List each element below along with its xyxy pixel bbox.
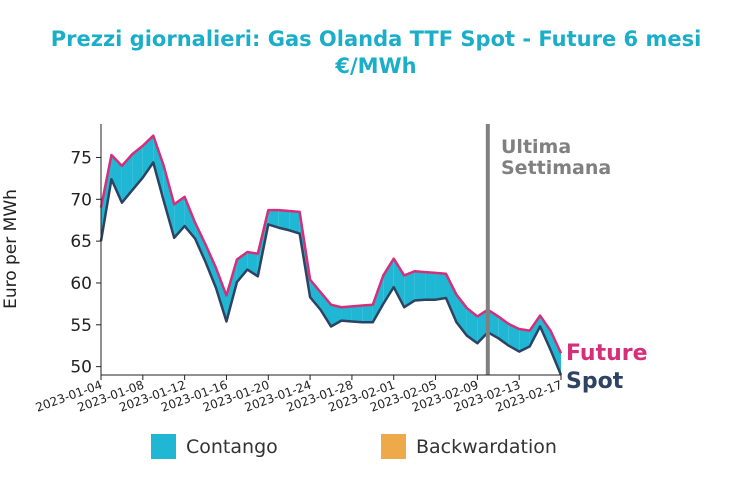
spread-segment <box>142 135 154 178</box>
spread-segment <box>446 273 457 323</box>
legend-swatch-backwardation <box>381 434 406 459</box>
series-line-spot <box>99 161 563 376</box>
spread-areas <box>101 135 561 375</box>
y-tick-label: 60 <box>70 274 92 294</box>
spread-segment <box>498 316 509 346</box>
spread-segment <box>393 258 405 308</box>
series-lines <box>99 134 563 376</box>
spread-segment <box>289 211 300 234</box>
spread-segment <box>205 244 216 288</box>
y-tick-label: 75 <box>70 148 92 168</box>
spread-segment <box>320 292 331 327</box>
spread-segment <box>278 210 290 231</box>
y-axis: 50 55 60 65 70 75 <box>70 124 102 378</box>
spread-segment <box>153 135 164 201</box>
y-axis-label: Euro per MWh <box>1 189 21 309</box>
legend: Contango Backwardation <box>151 434 557 459</box>
y-tick-label: 70 <box>70 190 92 210</box>
spread-segment <box>487 309 499 339</box>
spread-segment <box>508 323 520 352</box>
spread-segment <box>414 271 426 301</box>
x-axis: 2023-01-042023-01-082023-01-122023-01-16… <box>34 374 564 415</box>
spread-segment <box>341 306 352 322</box>
spread-segment <box>404 271 415 308</box>
spread-segment <box>163 165 175 238</box>
future-series-label: Future <box>566 341 648 366</box>
spread-segment <box>310 279 321 310</box>
spread-segment <box>529 315 541 347</box>
series-line-future <box>99 134 563 354</box>
spread-segment <box>435 272 446 300</box>
spread-segment <box>121 154 133 203</box>
spread-segment <box>216 267 227 322</box>
spread-segment <box>362 304 373 323</box>
y-tick-label: 55 <box>70 316 92 336</box>
spread-segment <box>351 305 363 323</box>
spread-segment <box>226 259 237 322</box>
spread-segment <box>550 330 561 375</box>
spread-segment <box>236 252 248 283</box>
spread-segment <box>425 272 436 300</box>
spread-segment <box>268 210 279 228</box>
spread-segment <box>519 328 530 352</box>
legend-label-backwardation: Backwardation <box>416 436 557 458</box>
spread-segment <box>383 258 394 304</box>
spread-segment <box>111 154 122 203</box>
last-week-label-line1: Ultima <box>501 136 571 158</box>
y-tick-label: 50 <box>70 358 92 378</box>
spread-segment <box>195 222 206 263</box>
last-week-label-line2: Settimana <box>501 157 611 179</box>
spot-series-label: Spot <box>566 369 624 394</box>
spread-segment <box>466 308 478 344</box>
chart-title: Prezzi giornalieri: Gas Olanda TTF Spot … <box>51 27 702 51</box>
legend-label-contango: Contango <box>186 436 278 458</box>
y-tick-label: 65 <box>70 232 92 252</box>
legend-swatch-contango <box>151 434 176 459</box>
chart-subtitle: €/MWh <box>334 54 416 78</box>
spread-segment <box>372 275 384 323</box>
